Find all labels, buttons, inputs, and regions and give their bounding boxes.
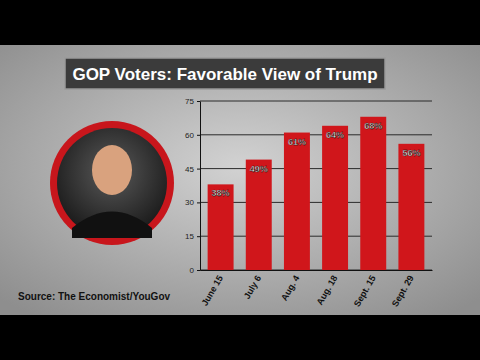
- y-tick-label: 75: [185, 97, 194, 106]
- data-label: 61%: [288, 137, 306, 147]
- y-tick: 75: [185, 97, 200, 106]
- y-tick: 30: [185, 198, 200, 207]
- portrait: [57, 128, 167, 238]
- y-axis: 0 15 30 45 60 75: [185, 97, 200, 275]
- bar: [398, 144, 424, 270]
- portrait-suit: [72, 212, 152, 239]
- grid: [200, 101, 432, 270]
- grid-line: [200, 134, 432, 135]
- y-tick: 45: [185, 165, 200, 174]
- y-tick-mark: [197, 101, 200, 102]
- chart-svg: GOP Voters: Favorable View of Trump Sourc…: [0, 0, 480, 360]
- title: GOP Voters: Favorable View of Trump: [72, 65, 377, 84]
- x-tick: June 15: [200, 274, 225, 308]
- x-tick-label: Sept. 15: [352, 274, 378, 309]
- bar: [208, 184, 234, 270]
- source: Source: The Economist/YouGov: [18, 291, 170, 302]
- y-tick-mark: [197, 135, 200, 136]
- data-label: 38%: [212, 188, 230, 198]
- y-axis-line: [200, 102, 201, 271]
- portrait-face: [92, 145, 132, 195]
- bar: [360, 117, 386, 270]
- letterbox: [0, 0, 480, 360]
- data-label: 64%: [326, 130, 344, 140]
- y-tick-label: 45: [185, 165, 194, 174]
- x-tick-label: June 15: [200, 274, 225, 308]
- x-tick: Sept. 15: [352, 274, 378, 309]
- x-tick: Sept. 29: [390, 274, 416, 309]
- y-tick: 0: [190, 266, 200, 275]
- y-tick-mark: [197, 236, 200, 237]
- grid-line: [200, 202, 432, 203]
- grid-line: [200, 270, 432, 271]
- y-tick-mark: [197, 169, 200, 170]
- grid-line: [200, 101, 432, 102]
- x-axis: June 15 July 6 Aug. 4 Aug. 18 Sept. 15 Sept. …: [200, 271, 433, 309]
- y-tick: 60: [185, 131, 200, 140]
- x-tick-label: Sept. 29: [390, 274, 416, 309]
- portrait-ring: [50, 121, 174, 245]
- data-label: 49%: [250, 164, 268, 174]
- y-tick-label: 0: [190, 266, 195, 275]
- y-tick-mark: [197, 202, 200, 203]
- x-tick: Aug. 18: [315, 274, 340, 307]
- y-tick-label: 60: [185, 131, 194, 140]
- y-tick-mark: [197, 270, 200, 271]
- bars: [208, 117, 425, 270]
- data-label: 68%: [364, 121, 382, 131]
- bar: [284, 133, 310, 270]
- bar: [246, 160, 272, 270]
- data-label: 56%: [402, 148, 420, 158]
- x-tick-label: July 6: [242, 274, 263, 301]
- y-tick-label: 30: [185, 198, 194, 207]
- x-axis-line: [201, 270, 433, 271]
- grid-line: [200, 236, 432, 237]
- y-tick-label: 15: [185, 232, 194, 241]
- x-tick: Aug. 4: [279, 274, 301, 303]
- x-tick: July 6: [242, 274, 263, 301]
- background: [0, 45, 480, 315]
- y-tick: 15: [185, 232, 200, 241]
- bar: [322, 126, 348, 270]
- grid-line: [200, 168, 432, 169]
- x-tick-label: Aug. 4: [279, 274, 301, 303]
- x-tick-label: Aug. 18: [315, 274, 340, 307]
- data-labels: 38% 49% 61% 64% 68% 56%: [212, 121, 421, 199]
- title-banner: [65, 58, 385, 89]
